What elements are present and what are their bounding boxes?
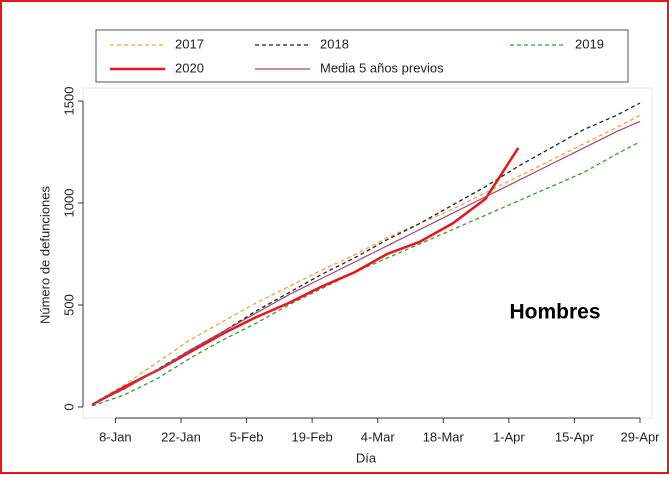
x-tick-label: 15-Apr (555, 429, 595, 444)
x-tick-label: 22-Jan (161, 429, 201, 444)
x-axis-label: Día (356, 450, 377, 465)
x-tick-label: 29-Apr (620, 429, 660, 444)
x-tick-label: 1-Apr (493, 429, 525, 444)
x-tick-label: 18-Mar (423, 429, 465, 444)
line-series (91, 114, 641, 405)
legend-label: 2017 (175, 36, 204, 51)
x-tick-label: 8-Jan (99, 429, 132, 444)
y-tick-label: 0 (61, 403, 76, 410)
line-series (91, 120, 641, 406)
x-tick-label: 4-Mar (361, 429, 396, 444)
x-tick-label: 5-Feb (230, 429, 264, 444)
legend-label: Media 5 años previos (320, 60, 444, 75)
legend-label: 2020 (175, 60, 204, 75)
y-axis-label: Número de defunciones (37, 185, 52, 324)
y-tick-label: 500 (61, 294, 76, 316)
x-tick-label: 19-Feb (292, 429, 333, 444)
annotation: Hombres (509, 301, 600, 324)
y-tick-label: 1000 (61, 189, 76, 218)
legend (95, 29, 629, 83)
y-tick-label: 1500 (61, 87, 76, 116)
legend-label: 2018 (320, 36, 349, 51)
legend-label: 2019 (575, 36, 604, 51)
plot-area (82, 87, 653, 419)
